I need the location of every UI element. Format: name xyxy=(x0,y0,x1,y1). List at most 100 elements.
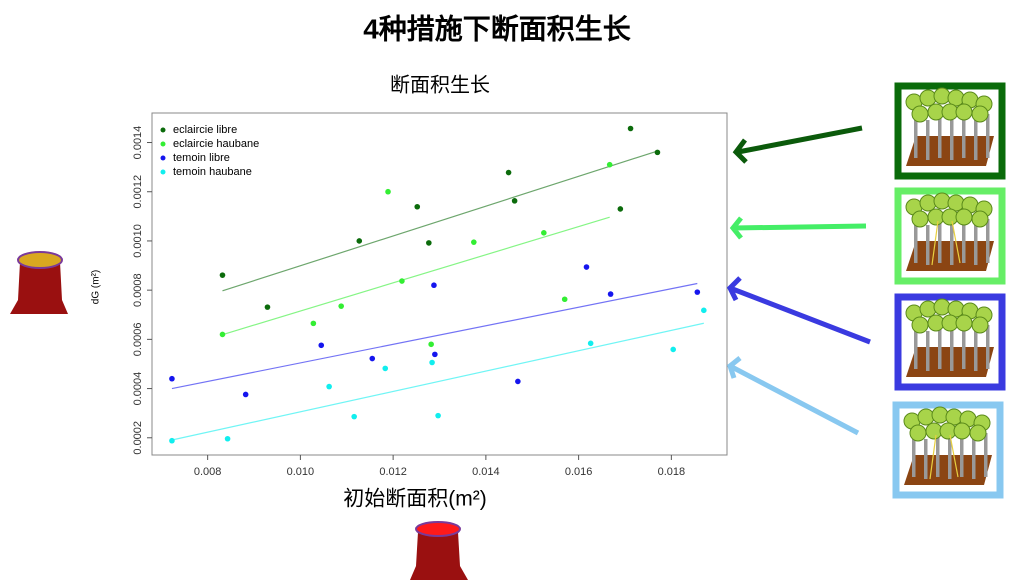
icon-trunk xyxy=(962,219,966,263)
icon-trunk xyxy=(926,331,930,371)
y-tick-label: 0.0014 xyxy=(132,126,144,160)
point xyxy=(606,161,613,168)
point xyxy=(326,383,332,390)
icon-crown xyxy=(919,194,937,212)
icon-trunk xyxy=(986,114,990,158)
legend-label: eclaircie libre xyxy=(173,124,237,136)
point xyxy=(431,282,437,289)
point xyxy=(587,340,594,347)
trend-line xyxy=(222,216,610,336)
point xyxy=(428,341,434,348)
icon-crown xyxy=(953,422,971,440)
x-axis-label: 初始断面积(m²) xyxy=(343,488,486,511)
icon-crown xyxy=(933,298,951,316)
icon-crown xyxy=(971,316,989,334)
point xyxy=(701,307,707,314)
point xyxy=(414,203,421,210)
legend-label: temoin haubane xyxy=(173,166,252,178)
icon-crown xyxy=(933,87,951,105)
icon-trunk xyxy=(962,325,966,369)
icon-crown xyxy=(955,208,973,226)
point xyxy=(617,206,624,212)
point xyxy=(511,198,518,204)
icon-crown xyxy=(971,210,989,228)
y-tick-label: 0.0008 xyxy=(132,273,144,307)
x-tick-label: 0.014 xyxy=(472,466,500,478)
point xyxy=(694,289,701,295)
icon-cable xyxy=(929,434,959,480)
point xyxy=(471,239,477,245)
icon-trunk xyxy=(960,433,964,477)
icon-crown xyxy=(931,406,949,424)
x-tick-label: 0.016 xyxy=(565,466,593,478)
icon-crown xyxy=(969,424,987,442)
legend-marker xyxy=(160,141,166,147)
point xyxy=(318,342,325,349)
x-tick-label: 0.012 xyxy=(379,466,407,478)
icon-crown xyxy=(955,103,973,121)
icon-trunk xyxy=(974,331,978,371)
point xyxy=(627,125,634,132)
point xyxy=(224,435,231,442)
y-tick-label: 0.0002 xyxy=(132,421,144,455)
icon-trunk xyxy=(974,120,978,160)
icon-trunk xyxy=(950,120,954,160)
point xyxy=(505,169,512,176)
point xyxy=(654,149,661,156)
icon-trunk xyxy=(936,433,940,477)
icon-trunk xyxy=(972,439,976,479)
legend-label: temoin libre xyxy=(173,152,230,164)
point xyxy=(432,351,438,358)
point xyxy=(426,240,432,246)
icon-crown xyxy=(955,314,973,332)
point xyxy=(670,346,677,353)
trend-line xyxy=(171,282,698,390)
icon-trunk xyxy=(938,114,942,158)
icon-trunk xyxy=(962,114,966,158)
point xyxy=(561,296,568,303)
y-tick-label: 0.0010 xyxy=(132,224,144,258)
icon-trunk xyxy=(926,225,930,265)
icon-crown xyxy=(909,424,927,442)
y-tick-label: 0.0006 xyxy=(132,323,144,357)
trend-line xyxy=(171,322,704,441)
point xyxy=(351,413,357,420)
icon-trunk xyxy=(948,439,952,479)
icon-trunk xyxy=(984,433,988,477)
icon-crown xyxy=(919,89,937,107)
icon-trunk xyxy=(914,114,918,158)
point xyxy=(356,238,363,244)
arrows xyxy=(726,125,871,436)
icon-trunk xyxy=(926,120,930,160)
y-tick-label: 0.0012 xyxy=(132,175,144,209)
y-axis-label: dG (m²) xyxy=(91,270,102,304)
icon-crown xyxy=(919,300,937,318)
icon-cable xyxy=(931,220,961,266)
point xyxy=(583,264,590,270)
point xyxy=(385,188,391,195)
legend-label: eclaircie haubane xyxy=(173,138,259,150)
x-tick-label: 0.008 xyxy=(194,466,222,478)
point xyxy=(515,378,521,385)
x-tick-label: 0.018 xyxy=(658,466,686,478)
point xyxy=(219,331,226,338)
plot: 0.008 0.010 0.012 0.014 0.016 0.018 0.0002 0.00… xyxy=(132,124,707,478)
point xyxy=(607,291,614,297)
icon-trunk xyxy=(974,225,978,265)
icon-trunk xyxy=(950,225,954,265)
legend-marker xyxy=(160,155,166,161)
point xyxy=(399,278,405,284)
legend-marker xyxy=(160,169,166,175)
icon-trunk xyxy=(938,219,942,263)
point xyxy=(169,375,175,382)
icon-trunk xyxy=(924,439,928,479)
legend-marker xyxy=(160,127,166,133)
icon-crown xyxy=(933,192,951,210)
point xyxy=(219,272,226,278)
x-tick-label: 0.010 xyxy=(287,466,315,478)
stump-left xyxy=(10,251,68,314)
point xyxy=(169,437,175,444)
icon-trunk xyxy=(912,433,916,477)
chart-title: 断面积生长 xyxy=(390,73,490,96)
